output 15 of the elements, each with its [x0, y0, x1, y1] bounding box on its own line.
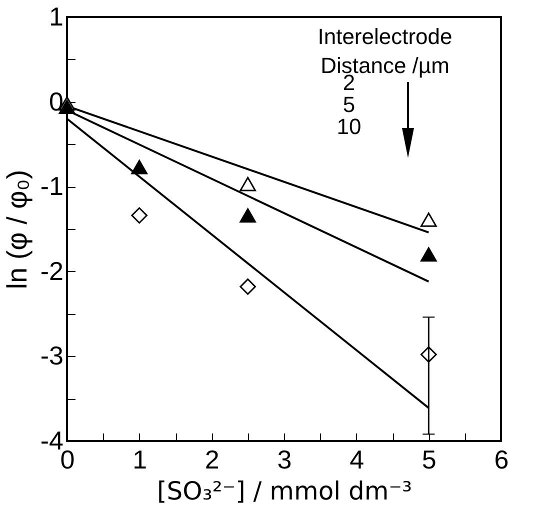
- annotation: 10: [336, 114, 362, 139]
- y-tick-label: -3: [40, 340, 64, 371]
- y-tick-label: -1: [40, 171, 64, 202]
- x-tick-label: 2: [204, 444, 220, 474]
- x-tick-label: 4: [350, 444, 364, 474]
- x-tick-label: 3: [277, 444, 292, 474]
- y-axis-title: ln (φ / φ₀): [1, 170, 32, 290]
- x-tick-label: 6: [494, 444, 509, 474]
- x-axis-title: [SO₃²⁻] / mmol dm⁻³: [157, 476, 412, 506]
- annotation: 5: [342, 92, 356, 117]
- y-tick-label: 0: [49, 86, 64, 116]
- y-tick-label: -2: [40, 256, 64, 286]
- x-tick-label: 5: [422, 444, 436, 474]
- y-tick-label: 1: [49, 2, 64, 32]
- x-tick-label: 1: [132, 444, 148, 474]
